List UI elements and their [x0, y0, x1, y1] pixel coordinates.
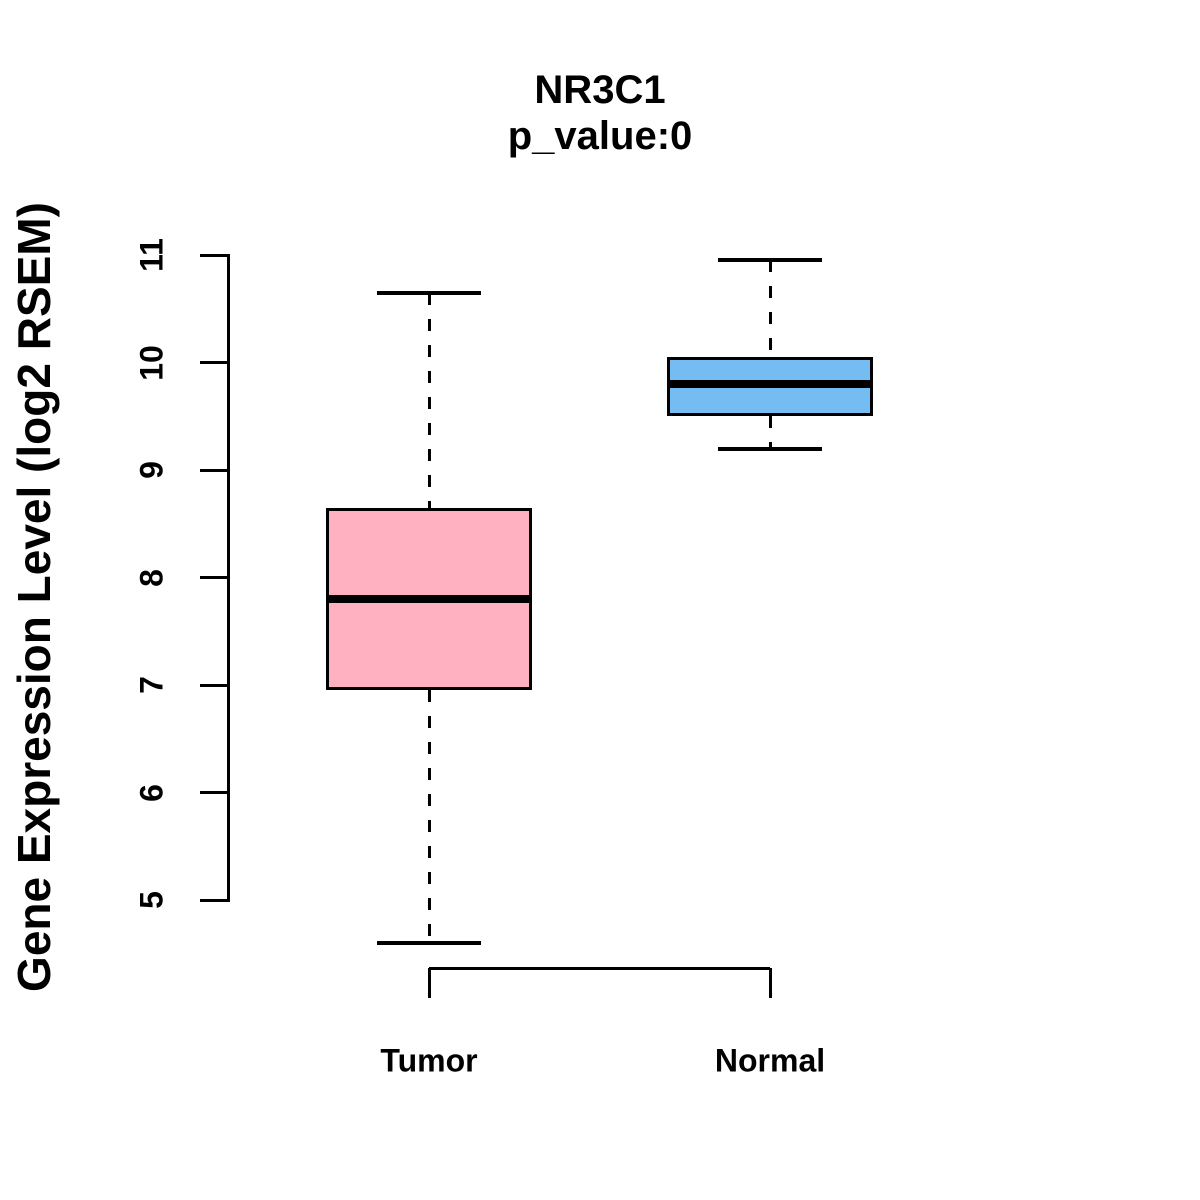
- tumor-upper-whisker-line: [427, 292, 431, 508]
- y-axis-tick-label: 6: [133, 783, 170, 802]
- tumor-upper-whisker-cap: [377, 290, 481, 295]
- normal-lower-whisker-cap: [718, 446, 822, 451]
- y-axis-tick: [200, 576, 228, 579]
- x-category-label-normal: Normal: [714, 1042, 826, 1079]
- y-axis-tick: [200, 791, 228, 794]
- tumor-lower-whisker-cap: [377, 941, 481, 945]
- x-category-label-tumor: Tumor: [380, 1042, 478, 1079]
- y-axis-tick: [200, 683, 228, 687]
- x-axis-tick-normal: [768, 968, 772, 998]
- y-axis-tick: [200, 361, 228, 364]
- y-axis-tick-label: 7: [133, 676, 170, 694]
- tumor-median-line: [326, 595, 532, 603]
- tumor-lower-whisker-line: [427, 690, 431, 943]
- x-axis-tick-tumor: [427, 968, 431, 998]
- y-axis-tick-label: 8: [133, 568, 170, 587]
- chart-title: NR3C1: [534, 68, 666, 112]
- normal-lower-whisker-line: [768, 416, 772, 449]
- normal-upper-whisker-cap: [718, 258, 822, 263]
- x-axis-line: [429, 966, 770, 970]
- y-axis-tick: [200, 253, 228, 257]
- y-axis-line: [226, 253, 230, 902]
- y-axis-label: Gene Expression Level (log2 RSEM): [8, 202, 60, 992]
- y-axis-tick-label: 5: [133, 891, 170, 909]
- y-axis-tick-label: 10: [133, 344, 170, 381]
- y-axis-tick-label: 11: [133, 238, 170, 272]
- y-axis-tick-label: 9: [133, 461, 170, 479]
- chart-subtitle: p_value:0: [507, 114, 693, 158]
- y-axis-tick: [200, 468, 228, 472]
- normal-upper-whisker-line: [768, 260, 772, 358]
- y-axis-tick: [200, 898, 228, 902]
- normal-median-line: [667, 380, 873, 388]
